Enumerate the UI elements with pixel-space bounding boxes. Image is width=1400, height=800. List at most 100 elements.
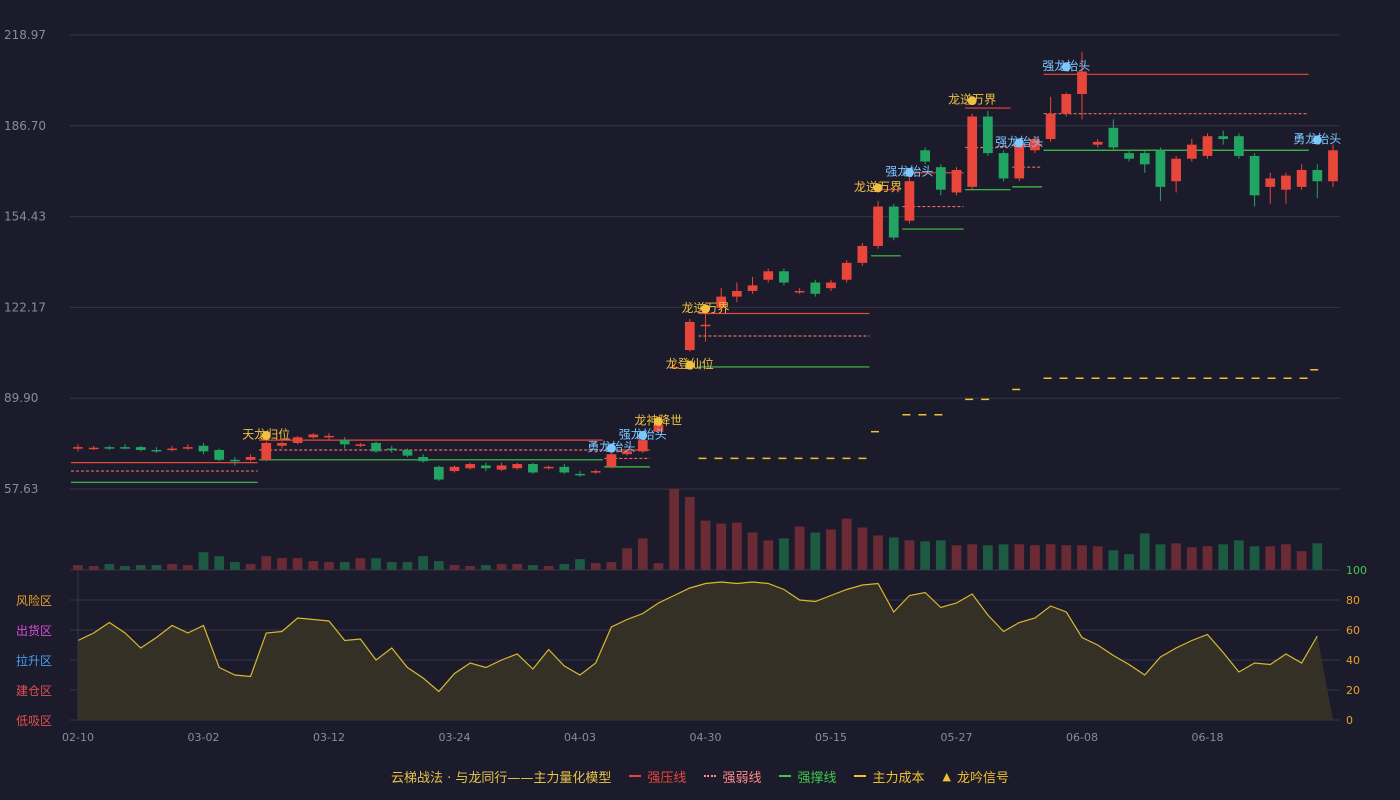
x-tick-label: 03-24 <box>439 731 471 744</box>
legend-item-support[interactable]: 强撑线 <box>779 767 836 786</box>
candle <box>826 279 836 291</box>
x-tick-label: 06-08 <box>1066 731 1098 744</box>
candle <box>1014 141 1025 182</box>
volume-bar <box>167 564 177 570</box>
candle <box>1077 51 1087 120</box>
indicator-tick-label: 60 <box>1346 624 1360 637</box>
candle-body <box>371 442 381 452</box>
volume-bar <box>810 532 821 570</box>
volume-bar <box>73 565 83 570</box>
indicator-zone-label: 建仓区 <box>16 684 52 698</box>
indicator-zone-label: 低吸区 <box>16 714 52 728</box>
volume-bar <box>716 523 727 570</box>
candle <box>998 150 1009 182</box>
x-tick-label: 03-02 <box>188 731 220 744</box>
candle <box>763 268 774 283</box>
candle <box>622 449 632 456</box>
volume-bar <box>1077 545 1087 570</box>
volume-bar <box>935 540 946 570</box>
candle <box>371 441 381 453</box>
volume-bar <box>1061 545 1072 570</box>
candle-body <box>1108 127 1119 148</box>
candle <box>1296 164 1307 190</box>
chart-legend: 云梯战法 · 与龙同行——主力量化模型 强压线 强弱线 强撑线 主力成本 ▲ 龙… <box>0 764 1400 788</box>
volume-bar <box>339 562 350 570</box>
signal-label: 强龙抬头 <box>1042 59 1090 73</box>
candle-body <box>732 290 742 297</box>
legend-item-cost[interactable]: 主力成本 <box>854 767 924 786</box>
signal-label: 勇龙抬头 <box>1293 132 1341 146</box>
price-tick-label: 89.90 <box>4 391 38 405</box>
volume-bar <box>888 537 899 570</box>
volume-bar <box>481 565 491 570</box>
legend-cost-line-icon <box>854 775 867 777</box>
candle <box>1312 164 1323 199</box>
legend-title-text: 云梯战法 · 与龙同行——主力量化模型 <box>391 770 612 786</box>
volume-bar <box>590 563 601 570</box>
volume-bar <box>606 562 617 570</box>
signal-dot <box>904 167 914 177</box>
signal-marker: 勇龙抬头 <box>587 440 635 454</box>
candle <box>214 448 225 462</box>
candle <box>716 288 727 311</box>
candle-body <box>1234 136 1244 156</box>
dragon-signals: 天龙归位勇龙抬头强龙抬头龙神降世龙登仙位龙逆万界龙逆万界强龙抬头龙逆万界强龙抬头… <box>242 59 1341 454</box>
candle <box>277 441 287 449</box>
signal-marker: 龙逆万界 <box>854 179 902 194</box>
candle-body <box>637 440 648 452</box>
candle-body <box>1171 158 1181 182</box>
indicator-area <box>78 582 1333 720</box>
candle <box>88 445 99 450</box>
signal-marker: 天龙归位 <box>242 426 290 441</box>
candle-body <box>543 466 554 469</box>
signal-label: 龙神降世 <box>634 413 682 427</box>
candles <box>73 51 1338 481</box>
candle-body <box>700 324 711 327</box>
signal-marker: 勇龙抬头 <box>1293 132 1341 146</box>
volume-bar <box>1265 546 1276 570</box>
candle <box>1249 153 1260 207</box>
candle-body <box>684 321 695 351</box>
volume-bar <box>1124 554 1134 570</box>
volume-bar <box>998 544 1009 570</box>
legend-item-signal[interactable]: ▲ 龙吟信号 <box>942 767 1008 786</box>
indicator-zone-label: 出货区 <box>16 623 52 638</box>
candle-body <box>481 465 491 469</box>
candle-body <box>935 167 946 190</box>
signal-dot <box>261 430 271 440</box>
candle <box>1061 92 1072 117</box>
candle-body <box>794 290 805 293</box>
volume-bar <box>983 545 993 570</box>
legend-cost-label: 主力成本 <box>872 770 925 786</box>
volume-bar <box>700 520 711 570</box>
legend-item-strong[interactable]: 强压线 <box>629 767 686 786</box>
candle <box>873 200 883 249</box>
candle-body <box>418 457 428 462</box>
candle-body <box>1124 153 1134 159</box>
candle-body <box>339 440 350 445</box>
candle <box>1108 119 1119 151</box>
candle-body <box>261 442 272 460</box>
volume-bar <box>1030 545 1040 570</box>
volume-bar <box>261 556 272 570</box>
candle <box>135 445 146 452</box>
candle-body <box>1014 144 1025 179</box>
volume-bar <box>904 540 915 570</box>
x-tick-label: 05-15 <box>815 731 847 744</box>
candle-body <box>182 447 193 449</box>
signal-label: 勇龙抬头 <box>587 440 635 454</box>
volume-bar <box>528 565 538 570</box>
legend-weak-line-icon <box>704 775 717 777</box>
candle <box>261 441 272 462</box>
candle-body <box>920 150 930 162</box>
candle-body <box>198 445 209 452</box>
candle <box>182 444 193 450</box>
candle-body <box>779 271 789 283</box>
candle <box>512 462 523 470</box>
signal-dot <box>967 96 977 106</box>
price-tick-label: 122.17 <box>4 300 46 314</box>
candle <box>1202 133 1213 159</box>
candle-body <box>653 424 664 432</box>
legend-item-weak[interactable]: 强弱线 <box>704 767 761 786</box>
indicator-tick-label: 0 <box>1346 714 1353 727</box>
